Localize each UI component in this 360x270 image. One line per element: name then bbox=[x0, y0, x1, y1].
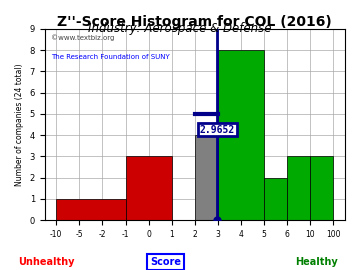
Text: ©www.textbiz.org: ©www.textbiz.org bbox=[51, 35, 114, 41]
Bar bbox=[195, 135, 218, 220]
Text: The Research Foundation of SUNY: The Research Foundation of SUNY bbox=[51, 54, 170, 60]
Y-axis label: Number of companies (24 total): Number of companies (24 total) bbox=[15, 63, 24, 186]
Bar bbox=[218, 50, 264, 220]
Text: Unhealthy: Unhealthy bbox=[19, 257, 75, 267]
Bar bbox=[264, 178, 287, 220]
Text: 2.9652: 2.9652 bbox=[199, 124, 235, 134]
Text: Healthy: Healthy bbox=[296, 257, 338, 267]
Title: Z''-Score Histogram for COL (2016): Z''-Score Histogram for COL (2016) bbox=[58, 15, 332, 29]
Bar bbox=[126, 156, 172, 220]
Bar bbox=[310, 156, 333, 220]
Bar bbox=[287, 156, 310, 220]
Text: Industry: Aerospace & Defense: Industry: Aerospace & Defense bbox=[88, 22, 272, 35]
Bar bbox=[56, 199, 126, 220]
Text: Score: Score bbox=[150, 257, 181, 267]
